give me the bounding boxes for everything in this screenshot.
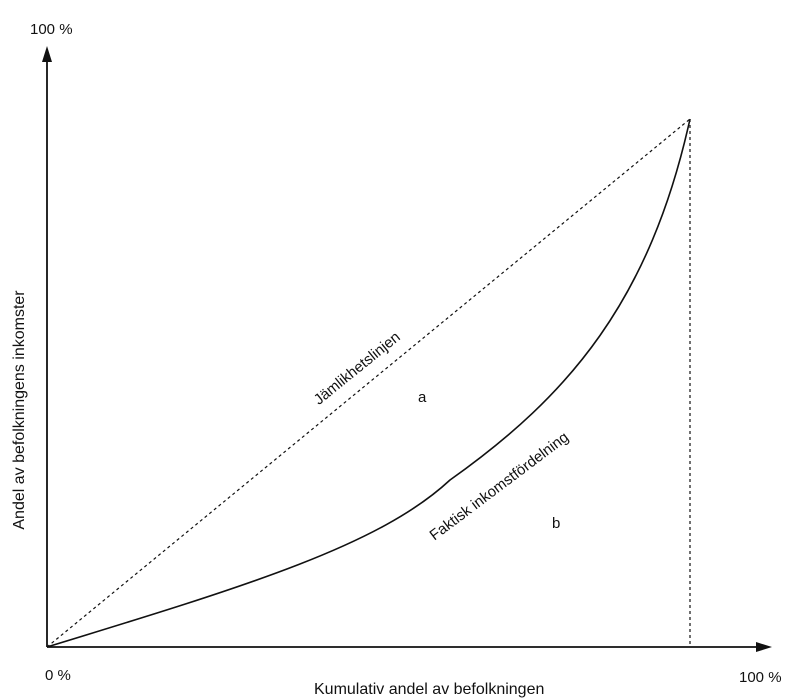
origin-label: 0 % (45, 667, 71, 684)
y-axis-arrowhead (42, 46, 52, 62)
x-axis-arrowhead (756, 642, 772, 652)
x-axis-title: Kumulativ andel av befolkningen (314, 681, 544, 698)
x-axis-end-label: 100 % (739, 669, 782, 686)
y-axis-title: Andel av befolkningens inkomster (11, 290, 28, 530)
equality-line-label: Jämlikhetslinjen (311, 329, 404, 409)
curve-label: Faktisk inkomstfördelning (427, 429, 572, 544)
y-axis-top-label: 100 % (30, 21, 73, 38)
region-a-label: a (418, 389, 427, 406)
equality-line (46, 118, 691, 648)
region-b-label: b (552, 515, 560, 532)
lorenz-curve (46, 118, 691, 648)
